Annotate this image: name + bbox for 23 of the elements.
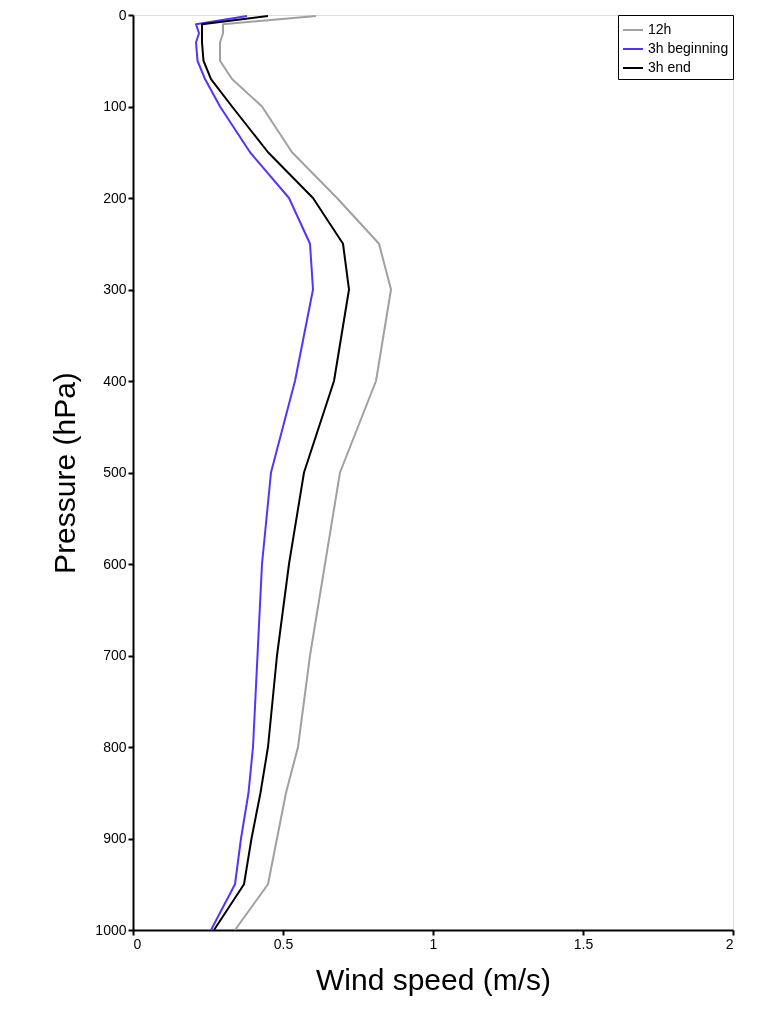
x-axis-title: Wind speed (m/s) [315,962,552,996]
y-tick-label: 400 [103,372,127,389]
y-tick-label: 200 [103,189,127,206]
y-axis-title: Pressure (hPa) [48,372,82,574]
y-tick-label: 500 [103,464,127,480]
legend-label: 3h end [648,59,691,75]
y-tick-label: 1000 [95,921,127,938]
line-series [219,14,392,931]
x-tick-label: 0.5 [273,935,294,952]
y-tick-label: 100 [103,98,127,114]
y-tick-label: 300 [103,281,127,297]
y-tick-label: 700 [103,647,127,663]
x-tick-label: 1.5 [573,935,594,952]
x-tick-label: 2 [725,935,734,952]
y-tick-label: 0 [118,6,127,23]
y-tick-label: 900 [103,830,127,846]
legend-label: 3h beginning [648,40,729,56]
legend-label: 12h [648,21,672,37]
line-series [195,14,314,931]
x-tick-label: 1 [429,935,438,952]
x-tick-label: 0 [133,935,142,952]
y-tick-label: 600 [103,555,127,572]
y-tick-label: 800 [103,738,127,755]
